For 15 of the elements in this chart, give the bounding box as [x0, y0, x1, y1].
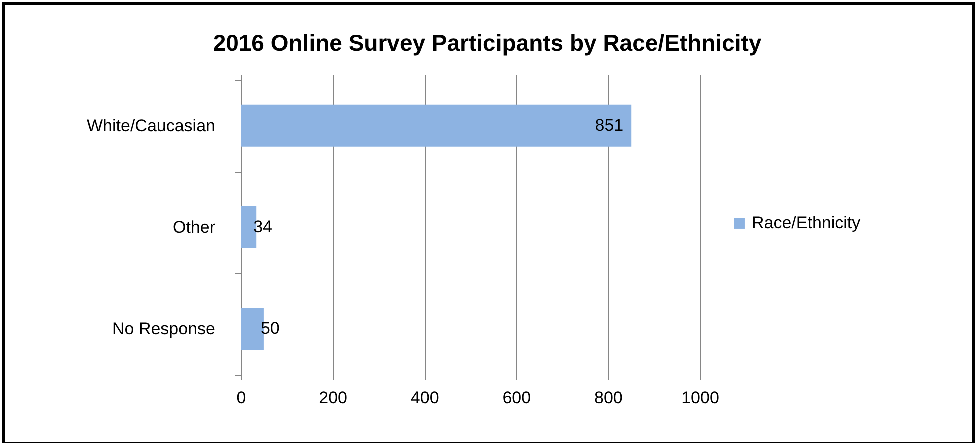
x-tick-label: 800 — [594, 388, 623, 408]
y-tick-label: No Response — [112, 320, 216, 339]
chart-title: 2016 Online Survey Participants by Race/Ethnicity — [213, 30, 762, 56]
data-label: 50 — [260, 319, 280, 338]
legend-label: Race/Ethnicity — [752, 214, 862, 232]
y-tick-label: Other — [172, 218, 216, 237]
x-tick-label: 1000 — [682, 388, 720, 408]
bar — [241, 104, 632, 147]
x-tick-label: 600 — [502, 388, 532, 408]
x-tick-label: 400 — [410, 388, 440, 408]
y-tick-label: White/Caucasian — [86, 116, 216, 136]
x-tick-label: 200 — [319, 388, 348, 408]
x-tick-label: 0 — [236, 388, 246, 408]
data-label: 34 — [254, 218, 273, 236]
data-label: 851 — [595, 116, 624, 135]
